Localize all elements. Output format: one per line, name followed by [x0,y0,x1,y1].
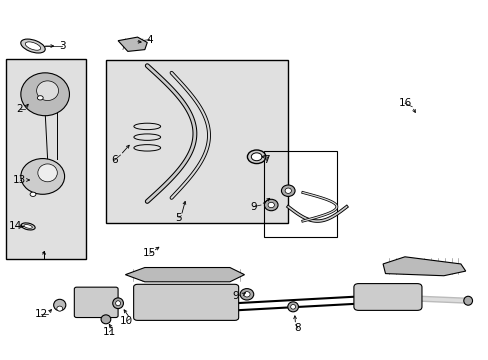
Ellipse shape [116,301,120,306]
FancyBboxPatch shape [6,59,86,258]
Ellipse shape [20,39,45,53]
Ellipse shape [240,289,253,300]
Ellipse shape [285,188,291,193]
Ellipse shape [247,150,265,163]
Text: 1: 1 [41,252,47,262]
FancyBboxPatch shape [353,284,421,310]
Text: 10: 10 [120,316,133,326]
Ellipse shape [287,302,298,312]
Polygon shape [118,37,147,51]
Polygon shape [125,267,244,282]
Ellipse shape [113,298,123,309]
FancyBboxPatch shape [133,284,238,320]
Text: 5: 5 [175,212,182,222]
Text: 2: 2 [17,104,23,113]
Ellipse shape [21,158,64,194]
Ellipse shape [281,185,294,197]
Text: 16: 16 [398,98,411,108]
Ellipse shape [244,292,249,297]
Text: 6: 6 [111,156,117,165]
Ellipse shape [267,202,274,208]
Ellipse shape [290,305,295,309]
Text: 3: 3 [59,41,65,51]
Ellipse shape [251,153,262,161]
Ellipse shape [21,73,69,116]
Ellipse shape [101,315,111,324]
Text: 15: 15 [143,248,156,258]
Ellipse shape [38,164,57,182]
Text: 4: 4 [146,35,153,45]
Text: 7: 7 [263,156,269,165]
Ellipse shape [463,296,471,305]
Text: 8: 8 [294,323,301,333]
FancyBboxPatch shape [74,287,118,318]
Text: 9: 9 [232,291,239,301]
Ellipse shape [57,306,62,311]
Text: 11: 11 [102,327,116,337]
Text: 9: 9 [249,202,256,212]
Ellipse shape [30,192,36,197]
Ellipse shape [25,42,41,50]
Text: 12: 12 [35,309,48,319]
Ellipse shape [37,96,43,100]
Ellipse shape [54,299,66,311]
Ellipse shape [264,199,278,211]
Text: 14: 14 [8,221,21,231]
Polygon shape [382,257,465,276]
Ellipse shape [24,225,32,228]
Ellipse shape [21,223,35,230]
FancyBboxPatch shape [106,60,287,223]
Text: 13: 13 [13,175,26,185]
Ellipse shape [37,81,59,100]
